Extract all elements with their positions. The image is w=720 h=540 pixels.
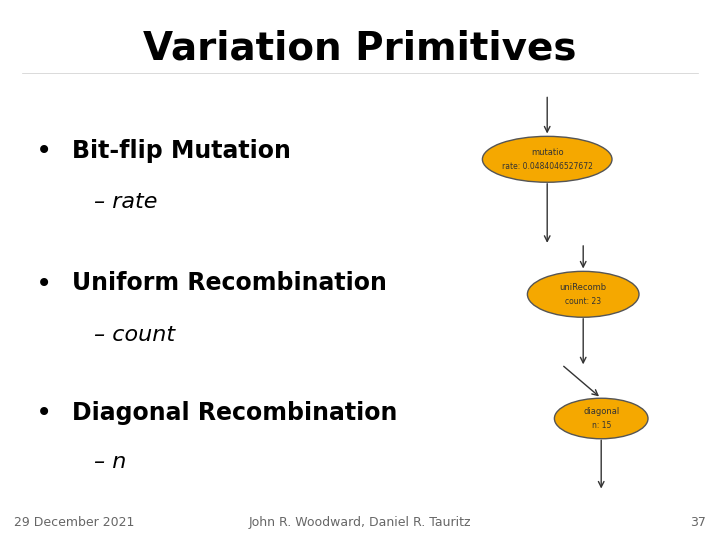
Text: 37: 37 (690, 516, 706, 529)
Text: Bit-flip Mutation: Bit-flip Mutation (72, 139, 291, 163)
Text: – count: – count (94, 325, 175, 345)
Ellipse shape (528, 271, 639, 317)
Text: mutatio: mutatio (531, 148, 564, 157)
Text: •: • (36, 137, 53, 165)
Text: Variation Primitives: Variation Primitives (143, 30, 577, 68)
Text: diagonal: diagonal (583, 407, 619, 416)
Text: rate: 0.0484046527672: rate: 0.0484046527672 (502, 162, 593, 171)
Text: uniRecomb: uniRecomb (559, 283, 607, 292)
Text: – n: – n (94, 451, 126, 472)
Ellipse shape (554, 399, 648, 438)
Text: count: 23: count: 23 (565, 297, 601, 306)
Text: Uniform Recombination: Uniform Recombination (72, 272, 387, 295)
Text: •: • (36, 399, 53, 427)
Text: 29 December 2021: 29 December 2021 (14, 516, 135, 529)
Text: •: • (36, 269, 53, 298)
Text: n: 15: n: 15 (592, 421, 611, 430)
Text: John R. Woodward, Daniel R. Tauritz: John R. Woodward, Daniel R. Tauritz (248, 516, 472, 529)
Text: – rate: – rate (94, 192, 157, 213)
Text: Diagonal Recombination: Diagonal Recombination (72, 401, 397, 425)
Ellipse shape (482, 137, 612, 183)
